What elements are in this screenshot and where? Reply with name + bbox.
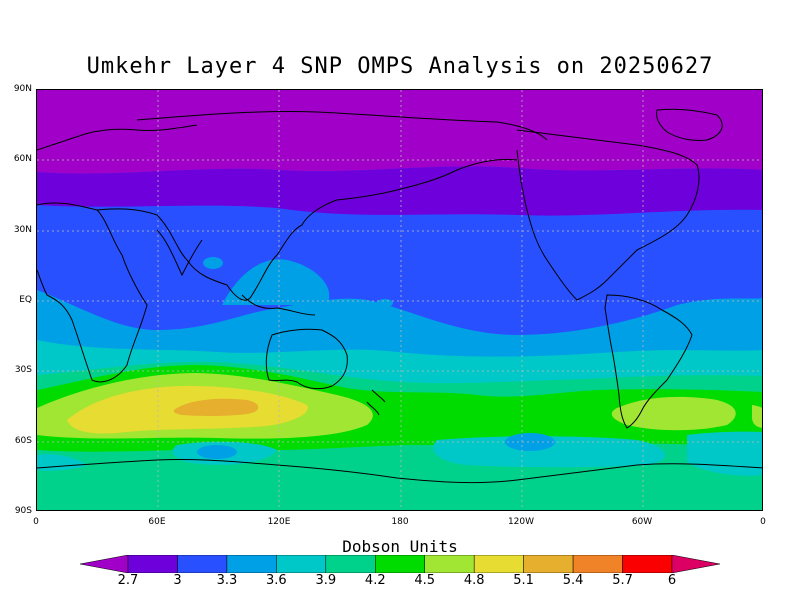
ozone-contour-svg xyxy=(37,90,762,510)
colorbar-swatch xyxy=(622,555,673,573)
y-label-90s: 90S xyxy=(14,506,32,516)
colorbar-swatches xyxy=(80,555,720,573)
y-label-60s: 60S xyxy=(14,436,32,446)
coast-india xyxy=(156,229,203,277)
colorbar xyxy=(80,555,720,573)
x-label-60w: 60W xyxy=(631,517,653,527)
coast-europe xyxy=(37,124,198,151)
coast-arctic xyxy=(136,111,548,141)
colorbar-right-triangle xyxy=(671,555,720,573)
x-label-0-end: 0 xyxy=(760,517,766,527)
coastlines xyxy=(37,108,762,484)
coast-greenland xyxy=(656,108,723,141)
coast-africa xyxy=(37,202,148,383)
band-3-6-patch-1 xyxy=(197,445,237,459)
colorbar-swatch xyxy=(127,555,178,573)
y-label-60n: 60N xyxy=(13,154,32,164)
colorbar-swatch xyxy=(375,555,425,573)
colorbar-tick-label: 4.5 xyxy=(414,573,436,588)
colorbar-tick-label: 3.9 xyxy=(315,573,337,588)
band-3-6-patch-3 xyxy=(377,299,393,307)
x-label-180: 180 xyxy=(391,517,409,527)
ozone-map xyxy=(36,89,763,511)
band-3-9-patch-2 xyxy=(433,436,666,468)
colorbar-left-triangle xyxy=(80,555,129,573)
x-label-120e: 120E xyxy=(267,517,291,527)
colorbar-tick-label: 3 xyxy=(173,573,182,588)
y-label-30n: 30N xyxy=(13,225,32,235)
coast-asia xyxy=(96,159,518,301)
colorbar-swatch xyxy=(276,555,327,573)
x-label-0: 0 xyxy=(33,517,39,527)
coast-north-america xyxy=(516,129,700,301)
colorbar-tick-label: 5.1 xyxy=(513,573,534,588)
band-2-7-north xyxy=(37,90,762,174)
colorbar-tick-label: 3.3 xyxy=(216,573,238,588)
colorbar-tick-label: 2.7 xyxy=(117,573,139,588)
colorbar-tick-label: 5.4 xyxy=(562,573,584,588)
colorbar-swatch xyxy=(473,555,524,573)
y-label-eq: EQ xyxy=(19,295,32,305)
colorbar-units-label: Dobson Units xyxy=(342,537,458,556)
colorbar-swatch xyxy=(424,555,475,573)
colorbar-tick-label: 3.6 xyxy=(266,573,287,588)
colorbar-swatch xyxy=(523,555,574,573)
y-label-30s: 30S xyxy=(14,365,32,375)
colorbar-tick-label: 5.7 xyxy=(612,573,633,588)
colorbar-tick-label: 4.2 xyxy=(364,573,386,588)
coast-south-america xyxy=(604,294,693,429)
map-title: Umkehr Layer 4 SNP OMPS Analysis on 2025… xyxy=(86,54,714,79)
colorbar-swatch xyxy=(226,555,277,573)
band-3-6-wpac xyxy=(222,259,330,305)
band-3-6-spot xyxy=(203,257,223,269)
colorbar-swatch xyxy=(325,555,376,573)
band-3-north xyxy=(37,166,762,216)
colorbar-swatch xyxy=(177,555,228,573)
band-4-8-edge xyxy=(751,405,762,428)
coast-australia xyxy=(265,328,348,390)
coast-nz xyxy=(366,389,386,416)
colorbar-tick-label: 6 xyxy=(667,573,677,588)
colorbar-tick-label: 4.8 xyxy=(463,573,485,588)
coast-antarctica xyxy=(37,458,762,484)
coast-seasia xyxy=(241,294,316,316)
band-5-4 xyxy=(173,398,259,416)
colorbar-swatch xyxy=(572,555,623,573)
x-label-120w: 120W xyxy=(507,517,535,527)
x-label-60e: 60E xyxy=(148,517,166,527)
y-label-90n: 90N xyxy=(13,84,32,94)
band-3-6-patch-2 xyxy=(505,433,555,451)
